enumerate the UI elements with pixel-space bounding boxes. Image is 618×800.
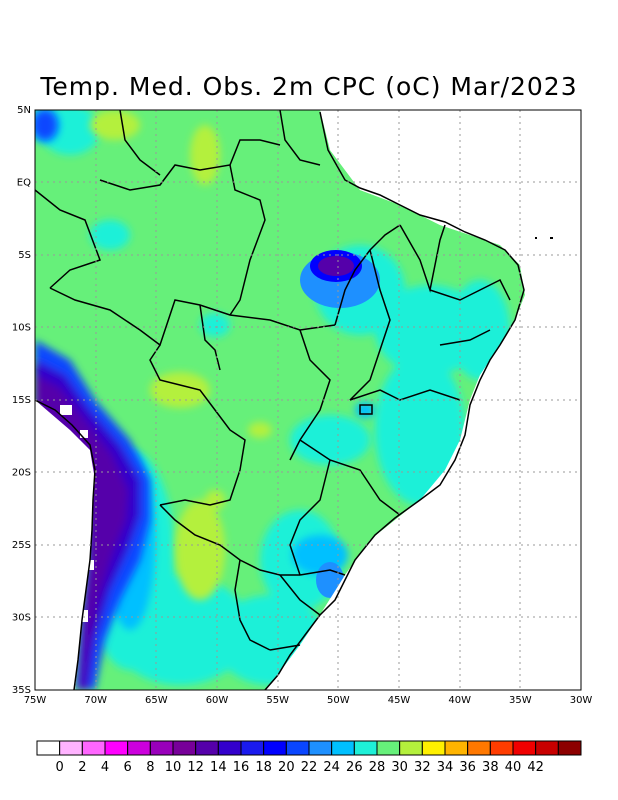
colorbar-tick-label: 16 <box>233 760 250 775</box>
political-borders <box>35 110 525 690</box>
longitude-label: 30W <box>570 695 593 706</box>
latitude-label: 15S <box>12 395 31 406</box>
colorbar-tick-label: 30 <box>391 760 408 775</box>
colorbar-swatch <box>535 740 559 756</box>
colorbar-tick-label: 12 <box>187 760 204 775</box>
colorbar-swatch <box>399 740 423 756</box>
colorbar-swatch <box>489 740 514 756</box>
longitude-label: 45W <box>388 695 411 706</box>
latitude-label: 20S <box>12 468 31 479</box>
colorbar-tick-label: 4 <box>101 760 109 775</box>
latitude-label: 25S <box>12 540 31 551</box>
island-dot <box>550 237 553 239</box>
colorbar-swatch <box>195 740 219 756</box>
colorbar-tick-label: 6 <box>124 760 132 775</box>
colorbar-swatch <box>376 740 401 756</box>
colorbar-swatch <box>285 740 310 756</box>
colorbar-tick-label: 38 <box>482 760 499 775</box>
colorbar-tick-label: 22 <box>301 760 318 775</box>
latitude-label: 30S <box>12 613 31 624</box>
colorbar-tick-label: 0 <box>56 760 64 775</box>
longitude-labels: 75W 70W 65W 60W 55W 50W 45W 40W 35W 30W <box>24 695 593 706</box>
colorbar-tick-label: 34 <box>437 760 454 775</box>
colorbar-tick-label: 28 <box>369 760 386 775</box>
colorbar-swatch <box>36 740 61 756</box>
temperature-field <box>35 110 581 690</box>
colorbar-swatch <box>172 740 197 756</box>
colorbar-swatch <box>104 740 129 756</box>
colorbar-swatch <box>308 740 333 756</box>
colorbar-swatch <box>421 740 446 756</box>
latitude-labels: 5N EQ 5S 10S 15S 20S 25S 30S 35S <box>12 105 31 696</box>
latitude-label: EQ <box>17 178 31 189</box>
colorbar-swatch <box>512 740 537 756</box>
colorbar-swatch <box>444 740 469 756</box>
colorbar-swatch <box>59 740 83 756</box>
colorbar-swatch <box>467 740 491 756</box>
latitude-label: 5N <box>17 105 31 116</box>
colorbar-tick-label: 8 <box>146 760 154 775</box>
longitude-label: 70W <box>84 695 107 706</box>
longitude-label: 50W <box>327 695 350 706</box>
colorbar-swatch <box>557 740 582 756</box>
map-title: Temp. Med. Obs. 2m CPC (oC) Mar/2023 <box>40 72 578 101</box>
colorbar-tick-label: 40 <box>505 760 522 775</box>
colorbar-swatch <box>353 740 378 756</box>
colorbar-tick-label: 20 <box>278 760 295 775</box>
colorbar-swatch <box>81 740 106 756</box>
colorbar-tick-label: 24 <box>323 760 340 775</box>
colorbar-tick-label: 42 <box>527 760 544 775</box>
colorbar-tick-label: 18 <box>255 760 272 775</box>
colorbar-tick-label: 26 <box>346 760 363 775</box>
plot-frame <box>34 109 582 691</box>
colorbar-swatch <box>263 740 287 756</box>
colorbar-tick-label: 10 <box>165 760 182 775</box>
latitude-label: 35S <box>12 685 31 696</box>
atlantic-ocean <box>265 110 581 690</box>
longitude-label: 60W <box>206 695 229 706</box>
longitude-label: 65W <box>145 695 168 706</box>
colorbar-swatch <box>240 740 265 756</box>
longitude-label: 40W <box>448 695 471 706</box>
colorbar-swatch <box>331 740 355 756</box>
colorbar: 0 2 4 6 8 10 12 14 16 18 20 22 24 26 28 30 32 34 36 38 40 42 <box>36 740 582 775</box>
island-dot <box>535 237 537 239</box>
longitude-label: 75W <box>24 695 47 706</box>
longitude-label: 35W <box>509 695 532 706</box>
colorbar-tick-label: 36 <box>459 760 476 775</box>
colorbar-tick-label: 32 <box>414 760 431 775</box>
colorbar-swatch <box>149 740 174 756</box>
latitude-label: 10S <box>12 323 31 334</box>
longitude-label: 55W <box>266 695 289 706</box>
colorbar-swatch <box>127 740 151 756</box>
graticule <box>35 110 581 690</box>
colorbar-tick-label: 2 <box>78 760 86 775</box>
colorbar-swatch <box>217 740 242 756</box>
latitude-label: 5S <box>18 250 31 261</box>
colorbar-tick-label: 14 <box>210 760 227 775</box>
